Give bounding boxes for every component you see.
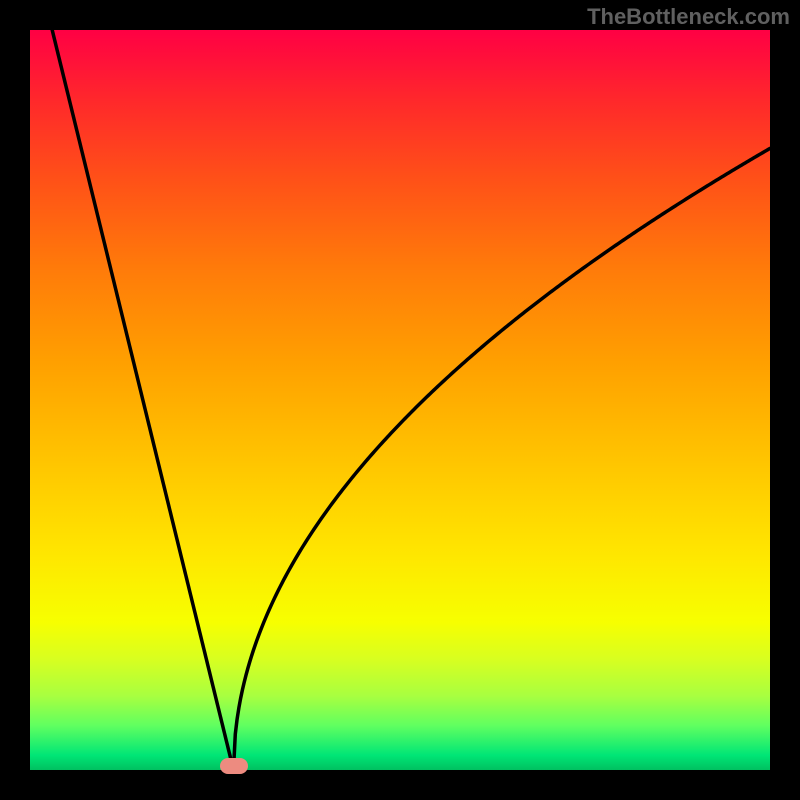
chart-plot-area: [30, 30, 770, 770]
chart-curve: [30, 30, 770, 770]
watermark-label: TheBottleneck.com: [587, 4, 790, 30]
chart-marker-dot: [220, 758, 248, 774]
